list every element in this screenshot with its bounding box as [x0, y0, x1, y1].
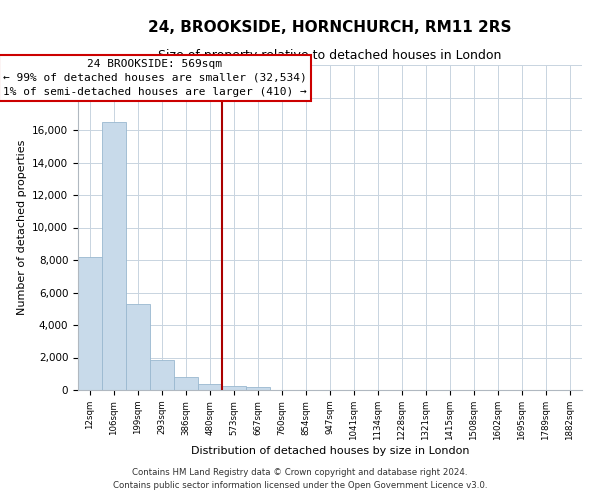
Title: Size of property relative to detached houses in London: Size of property relative to detached ho…	[158, 50, 502, 62]
Bar	[127, 304, 149, 390]
Bar	[175, 377, 197, 390]
Bar	[247, 387, 269, 390]
Text: Contains HM Land Registry data © Crown copyright and database right 2024.
Contai: Contains HM Land Registry data © Crown c…	[113, 468, 487, 490]
Y-axis label: Number of detached properties: Number of detached properties	[17, 140, 26, 315]
Text: 24, BROOKSIDE, HORNCHURCH, RM11 2RS: 24, BROOKSIDE, HORNCHURCH, RM11 2RS	[148, 20, 512, 35]
Text: 24 BROOKSIDE: 569sqm
← 99% of detached houses are smaller (32,534)
1% of semi-de: 24 BROOKSIDE: 569sqm ← 99% of detached h…	[3, 58, 307, 98]
Bar	[151, 360, 173, 390]
Bar	[199, 384, 221, 390]
Bar	[223, 386, 245, 390]
Bar	[103, 122, 125, 390]
X-axis label: Distribution of detached houses by size in London: Distribution of detached houses by size …	[191, 446, 469, 456]
Bar	[79, 257, 101, 390]
